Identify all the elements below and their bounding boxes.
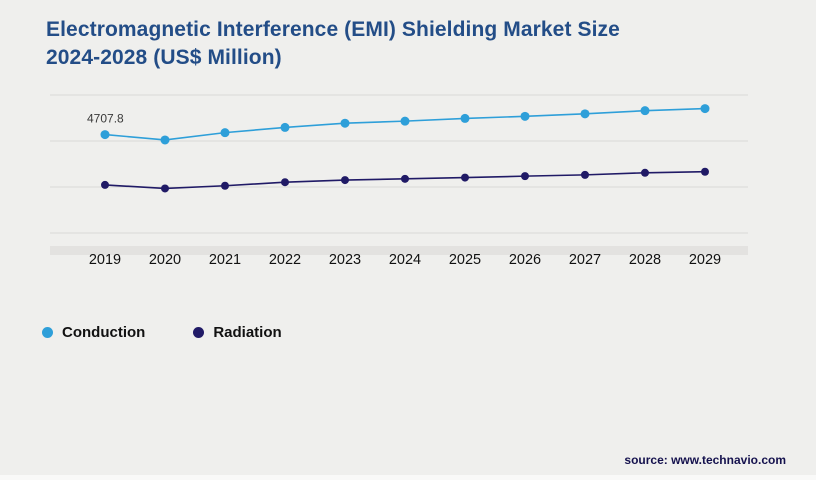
svg-text:2029: 2029	[689, 252, 721, 268]
legend: Conduction Radiation	[42, 324, 282, 341]
svg-text:2027: 2027	[569, 252, 601, 268]
legend-item-conduction: Conduction	[42, 324, 145, 341]
page-title-line1: Electromagnetic Interference (EMI) Shiel…	[46, 18, 620, 41]
radiation-marker-icon	[193, 327, 205, 338]
source-text: source: www.technavio.com	[624, 453, 786, 467]
svg-text:2023: 2023	[329, 252, 361, 268]
legend-item-radiation: Radiation	[193, 324, 282, 341]
svg-text:2020: 2020	[149, 252, 181, 268]
svg-text:2025: 2025	[449, 252, 481, 268]
legend-label-conduction: Conduction	[62, 324, 146, 341]
svg-text:2026: 2026	[509, 252, 541, 268]
svg-text:2022: 2022	[269, 252, 301, 268]
svg-text:2028: 2028	[629, 252, 661, 268]
bottom-strip	[0, 475, 816, 480]
chart-svg: 2019 2020 2021 2022 2023 2024 2025 2026 2027 2028…	[50, 94, 748, 268]
svg-text:2024: 2024	[389, 252, 421, 268]
svg-text:2021: 2021	[209, 252, 241, 268]
page-title-line2: 2024-2028 (US$ Million)	[46, 45, 282, 69]
page-title: Electromagnetic Interference (EMI) Shiel…	[46, 16, 620, 71]
conduction-marker-icon	[42, 327, 53, 338]
svg-text:2019: 2019	[89, 252, 121, 268]
legend-label-radiation: Radiation	[213, 324, 282, 341]
svg-text:4707.8: 4707.8	[87, 112, 124, 126]
